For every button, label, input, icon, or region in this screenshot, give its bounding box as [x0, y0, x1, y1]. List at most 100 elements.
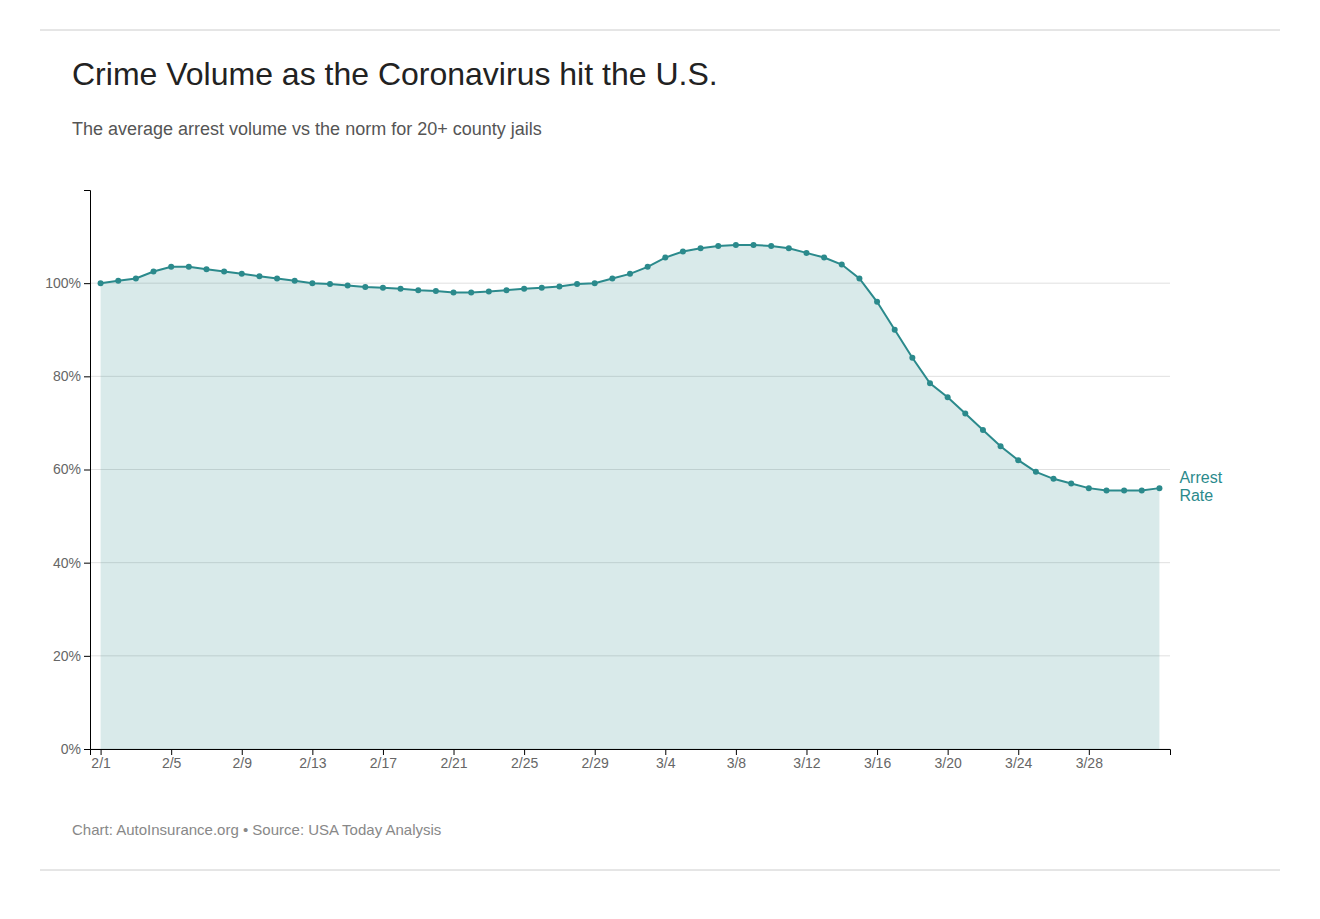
subtitle: The average arrest volume vs the norm fo…	[72, 119, 542, 139]
y-axis: 0% 20% 40% 60% 80% 100%	[45, 191, 90, 757]
dot	[874, 299, 880, 305]
dot	[415, 287, 421, 293]
x-tick-label: 3/24	[1005, 755, 1032, 771]
x-tick: 2/17	[370, 749, 397, 771]
dot	[433, 288, 439, 294]
dot	[221, 269, 227, 275]
dot	[627, 271, 633, 277]
dot	[645, 264, 651, 270]
title: Crime Volume as the Coronavirus hit the …	[72, 56, 718, 92]
dot	[751, 242, 757, 248]
dot	[1103, 487, 1109, 493]
y-tick-label: 40%	[53, 555, 81, 571]
dot	[239, 271, 245, 277]
dot	[133, 276, 139, 282]
dot	[698, 245, 704, 251]
dot	[1033, 469, 1039, 475]
y-tick-mark	[84, 470, 90, 471]
dot	[892, 327, 898, 333]
chart: Crime Volume as the Coronavirus hit the …	[0, 0, 1320, 919]
dot	[186, 264, 192, 270]
plot: 2/12/52/92/132/172/212/252/293/43/83/123…	[45, 191, 1222, 771]
dot	[962, 411, 968, 417]
y-tick-mark	[84, 563, 90, 564]
dot	[1051, 476, 1057, 482]
y-tick-label: 20%	[53, 648, 81, 664]
y-tick-label: 100%	[45, 275, 81, 291]
y-tick-mark	[84, 656, 90, 657]
dot	[539, 285, 545, 291]
x-tick: 2/1	[91, 749, 111, 771]
x-tick: 2/25	[511, 749, 538, 771]
x-tick: 3/12	[793, 749, 820, 771]
y-tick-mark	[84, 749, 90, 750]
x-tick-label: 2/5	[162, 755, 182, 771]
x-tick-label: 3/4	[656, 755, 676, 771]
x-tick: 3/20	[935, 749, 962, 771]
dot	[327, 281, 333, 287]
x-tick-label: 2/29	[582, 755, 609, 771]
dot	[945, 394, 951, 400]
rule	[40, 30, 1280, 31]
x-axis: 2/12/52/92/132/172/212/252/293/43/83/123…	[91, 749, 1171, 771]
dot	[292, 278, 298, 284]
dot	[556, 283, 562, 289]
dot	[856, 276, 862, 282]
dot	[680, 248, 686, 254]
marks	[98, 242, 1163, 749]
dot	[909, 355, 915, 361]
dot	[309, 280, 315, 286]
x-tick-label: 2/21	[440, 755, 467, 771]
dot	[203, 266, 209, 272]
dot	[821, 255, 827, 261]
dot	[803, 250, 809, 256]
x-tick-label: 3/28	[1076, 755, 1103, 771]
x-tick: 2/13	[299, 749, 326, 771]
dots	[98, 242, 1163, 493]
x-tick-label: 3/20	[935, 755, 962, 771]
dot	[503, 287, 509, 293]
series-label-line: Arrest	[1179, 469, 1222, 486]
line	[101, 245, 1160, 490]
area	[101, 245, 1160, 749]
x-tick: 2/21	[440, 749, 467, 771]
y-tick: 60%	[53, 461, 90, 477]
dot	[521, 286, 527, 292]
dot	[609, 276, 615, 282]
x-tick: 3/8	[727, 749, 747, 771]
dot	[980, 427, 986, 433]
dot	[486, 289, 492, 295]
dot	[451, 289, 457, 295]
y-tick-label: 0%	[61, 741, 81, 757]
y-tick: 20%	[53, 648, 90, 664]
dot	[1121, 487, 1127, 493]
dot	[1139, 487, 1145, 493]
x-tick-label: 3/8	[727, 755, 747, 771]
series-label-line: Rate	[1179, 487, 1213, 504]
dot	[662, 255, 668, 261]
x-tick-label: 2/13	[299, 755, 326, 771]
dot	[1156, 485, 1162, 491]
dot	[998, 443, 1004, 449]
x-tick: 3/16	[864, 749, 891, 771]
y-tick: 40%	[53, 555, 90, 571]
dot	[468, 289, 474, 295]
footer: Chart: AutoInsurance.org • Source: USA T…	[72, 821, 441, 838]
dot	[592, 280, 598, 286]
x-tick: 3/4	[656, 749, 676, 771]
dot	[98, 280, 104, 286]
dot	[1086, 485, 1092, 491]
dot	[256, 273, 262, 279]
dot	[715, 243, 721, 249]
x-tick: 2/29	[582, 749, 609, 771]
dot	[1068, 480, 1074, 486]
x-tick-label: 2/1	[91, 755, 111, 771]
y-tick-label: 60%	[53, 461, 81, 477]
y-tick-label: 80%	[53, 368, 81, 384]
x-tick: 3/24	[1005, 749, 1032, 771]
dot	[927, 380, 933, 386]
dot	[574, 281, 580, 287]
y-tick: 80%	[53, 368, 90, 384]
dot	[1015, 457, 1021, 463]
dot	[733, 242, 739, 248]
